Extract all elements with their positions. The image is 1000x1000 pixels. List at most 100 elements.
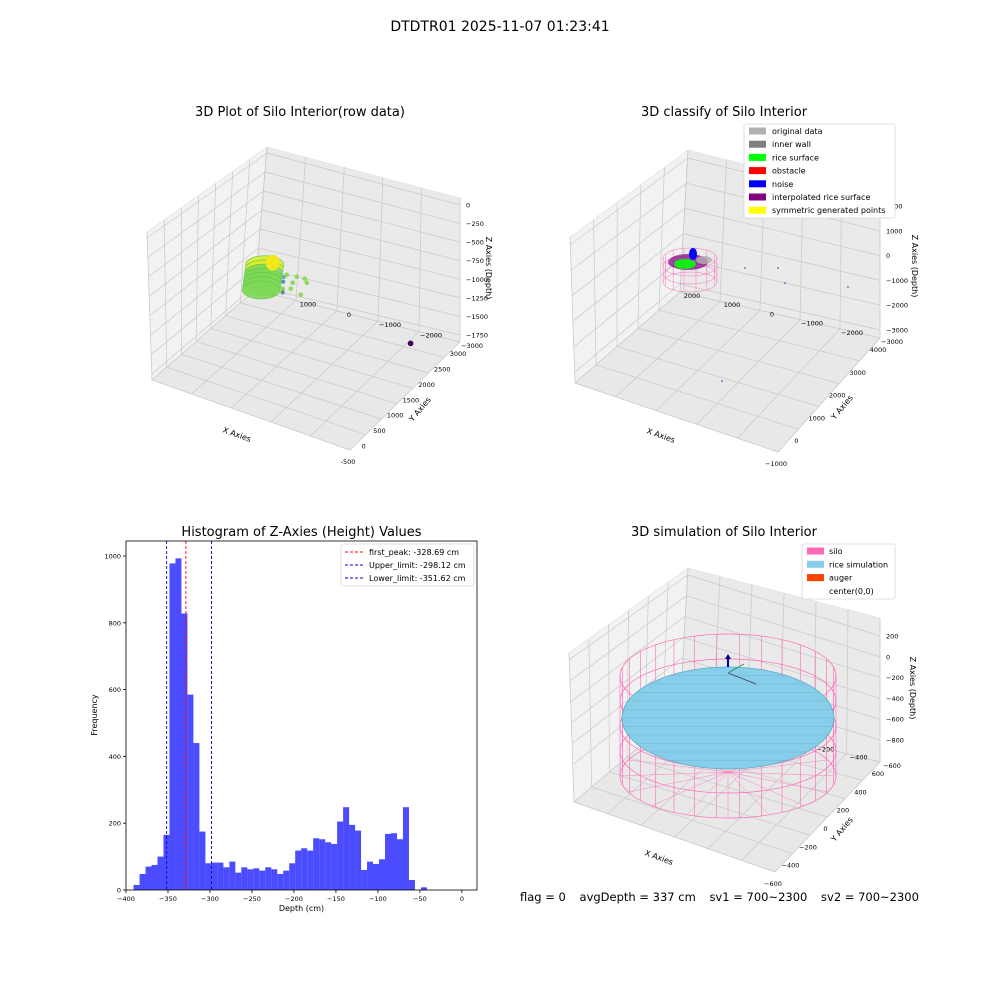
simulation-3d-plot: −600−400−20002004006006004002000−200−400…	[568, 525, 917, 888]
raw-x-tick-label: -500	[341, 458, 356, 466]
cls-grid-z	[569, 157, 689, 246]
sim-z-tick-label: −200	[886, 674, 904, 682]
sim-legend-label: auger	[829, 574, 853, 583]
raw-grid-z	[149, 228, 261, 316]
sim-z-tick-label: −800	[886, 737, 904, 745]
hist-bar	[301, 848, 308, 890]
raw-scatter-point	[281, 275, 286, 280]
raw-cluster-peak	[265, 254, 280, 271]
sim-legend-swatch	[807, 574, 824, 582]
cls-grid-x	[658, 167, 665, 311]
raw-scatter-point	[298, 292, 304, 298]
sim-silo-floor-spoke	[727, 771, 805, 806]
raw-grid-y	[310, 331, 420, 437]
raw-z-axis-label: Z Axies (Depth)	[484, 237, 493, 300]
sim-grid-y	[774, 761, 881, 873]
hist-y-tick-label: 400	[109, 753, 121, 761]
hist-bar	[385, 833, 392, 890]
sim-z-axis-label: Z Axies (Depth)	[908, 657, 917, 720]
hist-bar	[157, 856, 164, 890]
cls-legend-label: rice surface	[772, 153, 819, 162]
raw-grid-y	[230, 310, 338, 409]
raw-grid-x	[151, 379, 351, 451]
sim-grid-x	[608, 624, 610, 773]
hist-bar	[211, 862, 218, 890]
raw-x-tick-label: 1500	[403, 396, 420, 404]
cls-grid-z	[570, 182, 687, 271]
sim-title: 3D simulation of Silo Interior	[631, 525, 818, 540]
hist-bar	[408, 879, 415, 890]
hist-title: Histogram of Z-Axies (Height) Values	[181, 525, 421, 540]
raw-grid-y	[191, 300, 297, 395]
raw-grid-x	[163, 219, 168, 368]
sim-silo-floor-spoke	[727, 771, 770, 815]
raw-grid-z	[266, 152, 461, 206]
raw-y-tick-label: 1000	[300, 300, 317, 308]
raw-scatter-point	[284, 272, 290, 278]
sim-x-tick-label: 600	[872, 770, 884, 778]
hist-bar	[283, 870, 290, 890]
hist-bar	[181, 613, 188, 890]
cls-x-tick-label: 4000	[870, 346, 887, 354]
sim-grid-x	[588, 638, 593, 788]
raw-scatter-point	[281, 279, 286, 284]
hist-x-tick-label: −100	[369, 895, 387, 903]
cls-x-tick-label: 2000	[829, 392, 846, 400]
raw-grid-z	[265, 171, 461, 224]
cls-z-axis-label: Z Axies (Depth)	[910, 235, 919, 298]
cls-legend-swatch	[749, 193, 766, 201]
sim-x-tick-label: 200	[837, 807, 849, 815]
sim-legend: silo rice simulation auger center(0,0)	[801, 543, 896, 600]
sim-legend-label: silo	[829, 547, 843, 556]
cls-grid-x	[616, 346, 819, 407]
cls-grid-x	[593, 219, 597, 365]
raw-grid-z	[256, 266, 461, 317]
hist-bar	[361, 869, 368, 890]
raw-cluster-ring	[241, 280, 281, 300]
cls-z-tick-label: −1000	[886, 277, 908, 285]
raw-grid-z	[260, 228, 461, 280]
avg-depth-text: avgDepth = 337 cm	[579, 890, 696, 904]
hist-bar	[355, 830, 362, 890]
cls-grid-x	[595, 364, 799, 430]
sim-y-tick-label: −200	[816, 745, 834, 753]
cls-noise-point	[744, 267, 746, 269]
raw-y-tick-label: −3000	[461, 342, 483, 350]
hist-bar	[151, 864, 158, 890]
hist-axes-frame	[125, 540, 478, 891]
cls-noise-point	[847, 286, 849, 288]
raw-grid-x	[225, 315, 429, 374]
cls-grid-y	[777, 337, 881, 453]
cls-grid-x	[637, 328, 840, 384]
hist-bar	[349, 824, 356, 890]
cls-legend-frame	[743, 123, 896, 219]
cls-grid-x	[679, 291, 881, 339]
hist-bar	[396, 839, 403, 890]
raw-scatter-point	[288, 286, 294, 292]
hist-bar	[391, 833, 397, 890]
cls-noise-cluster	[689, 248, 697, 260]
raw-scatter-point	[407, 340, 414, 347]
sim-grid-y	[707, 745, 814, 849]
hist-bar	[367, 861, 374, 890]
cls-grid-z	[572, 233, 684, 322]
raw-z-tick-label: −750	[466, 257, 484, 265]
hist-x-tick-label: −300	[201, 895, 219, 903]
cls-x-tick-label: −1000	[765, 460, 787, 468]
sim-x-axis-label: X Axies	[643, 848, 674, 867]
hist-y-axis-label: Frequency	[90, 694, 99, 736]
raw-scatter-point	[304, 280, 310, 286]
hist-x-tick-label: −150	[327, 895, 345, 903]
sim-grid-z	[571, 637, 684, 723]
cls-y-tick-label: −2000	[841, 329, 863, 337]
cls-z-tick-label: −2000	[886, 302, 908, 310]
hist-bar	[343, 807, 350, 890]
classify-3d-plot: −1000 0 1000 2000 3000 4000 2000 1000 0 −1000 −200…	[569, 105, 919, 468]
cls-grid-y	[737, 328, 841, 439]
cls-grid-z	[684, 208, 881, 256]
hist-x-tick-label: −250	[243, 895, 261, 903]
hist-bar	[289, 863, 296, 890]
cls-y-tick-label: 2000	[684, 292, 701, 300]
cls-z-tick-label: 0	[886, 252, 890, 260]
status-footer: flag = 0 avgDepth = 337 cm sv1 = 700~230…	[520, 890, 929, 904]
